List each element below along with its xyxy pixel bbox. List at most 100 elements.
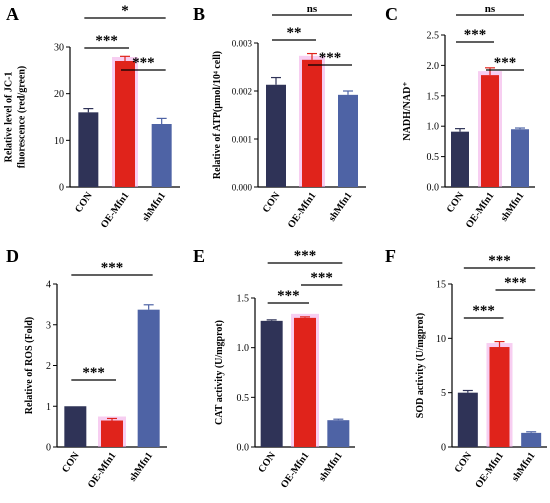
x-tick-label: shMfn1 [327,190,355,223]
panel-letter: F [385,246,396,266]
x-tick-label: shMfn1 [140,190,168,223]
significance-label: ** [287,25,302,41]
y-axis-label: SOD activity (U/mgprot) [415,313,426,418]
significance-label: ns [307,3,318,15]
x-tick-label: shMfn1 [510,450,538,483]
y-tick-label: 0.5 [237,393,250,404]
y-tick-label: 15 [436,280,446,291]
significance-label: *** [494,55,517,71]
significance-label: *** [82,365,105,381]
x-tick-label: shMfn1 [317,450,345,483]
bar-oe-mfn1 [101,420,123,447]
panel-B: B 0.000 0.001 0.002 0.003 Relative of ATP(μmo… [193,3,366,230]
x-tick-label: OE-Mfn1 [86,450,119,490]
significance-label: *** [132,55,155,71]
y-tick-label: 4 [46,280,51,291]
significance-label: *** [464,27,487,43]
y-tick-label: 0.001 [232,135,252,145]
significance-label: *** [294,248,317,264]
bar-con [260,320,283,447]
bar-shmfn1 [521,432,542,447]
y-tick-label: 0.002 [232,87,252,97]
panel-letter: B [193,4,205,24]
bar-oe-mfn1 [489,347,510,447]
significance-label: *** [95,33,118,49]
x-tick-label: OE-Mfn1 [279,450,312,490]
panel-letter: A [6,4,19,24]
bar-shmfn1 [327,420,350,447]
bar-oe-mfn1 [294,317,316,447]
significance-label: *** [504,275,527,291]
panel-letter: E [193,246,205,266]
bar-con [266,84,286,187]
panel-letter: C [385,4,398,24]
bar-shmfn1 [511,129,529,187]
y-tick-label: 1.5 [237,294,250,305]
significance-label: *** [310,270,333,286]
y-axis-label: NADH/NAD⁺ [402,81,413,140]
bar-oe-mfn1 [115,61,135,187]
y-tick-label: 1 [46,402,51,413]
x-tick-label: CON [256,450,278,475]
x-tick-label: CON [453,450,475,475]
x-tick-label: OE-Mfn1 [286,190,319,230]
x-tick-label: shMfn1 [499,190,527,223]
significance-label: *** [101,260,124,276]
y-tick-label: 1.0 [427,122,440,133]
y-axis-label: Relative of ATP(μmol/10⁴ cell) [212,51,223,179]
y-axis-label: fluorescence (red/green) [17,66,28,168]
y-axis-label: Relative of ROS (Fold) [24,317,35,415]
y-tick-label: 1.5 [427,91,440,102]
x-tick-label: CON [445,190,467,215]
y-tick-label: 1.0 [237,343,250,354]
y-axis-label: CAT activity (U/mgprot) [214,320,225,425]
bar-con [78,112,99,187]
bar-oe-mfn1 [302,59,322,187]
significance-label: *** [319,50,342,66]
y-tick-label: 0 [59,183,64,194]
bar-oe-mfn1 [481,75,499,187]
bar-shmfn1 [137,309,160,447]
x-tick-label: OE-Mfn1 [464,190,497,230]
bar-con [457,392,478,447]
significance-label: ns [485,3,496,15]
x-tick-label: CON [73,190,95,215]
bar-con [64,406,87,447]
panel-E: E 0.0 0.5 1.0 1.5 CAT activity (U/mgprot) CON O… [193,246,355,490]
x-tick-label: shMfn1 [127,450,155,483]
y-tick-label: 10 [436,334,446,345]
y-tick-label: 10 [54,136,64,147]
y-tick-label: 0.0 [427,183,440,194]
bar-shmfn1 [151,124,172,187]
x-tick-label: CON [60,450,82,475]
x-tick-label: OE-Mfn1 [473,450,506,490]
y-tick-label: 0.0 [237,443,250,454]
y-tick-label: 0 [46,443,51,454]
significance-label: *** [472,303,495,319]
y-axis-label: Relative level of JC-1 [4,72,15,163]
y-tick-label: 2.0 [427,61,440,72]
y-tick-label: 30 [54,43,64,54]
y-tick-label: 5 [441,388,446,399]
y-tick-label: 20 [54,89,64,100]
y-tick-label: 0.003 [232,39,253,49]
y-tick-label: 3 [46,320,51,331]
bar-shmfn1 [338,94,358,187]
panel-A: A 0 10 20 30 Relative level of JC-1 fluorescen… [4,3,180,230]
panel-D: D 0 1 2 3 4 Relative of ROS (Fold) CON OE-Mfn1 sh… [6,246,167,490]
bar-con [451,131,469,187]
significance-label: *** [277,288,300,304]
y-tick-label: 2 [46,361,51,372]
x-tick-label: CON [261,190,283,215]
significance-label: *** [488,253,511,269]
x-tick-label: OE-Mfn1 [99,190,132,230]
significance-label: * [121,3,129,19]
y-tick-label: 2.5 [427,31,440,42]
panel-F: F 0 5 10 15 SOD activity (U/mgprot) CON OE-Mfn1… [385,246,547,490]
y-tick-label: 0.000 [232,183,253,193]
y-tick-label: 0 [441,443,446,454]
panel-letter: D [6,246,19,266]
y-tick-label: 0.5 [427,152,440,163]
